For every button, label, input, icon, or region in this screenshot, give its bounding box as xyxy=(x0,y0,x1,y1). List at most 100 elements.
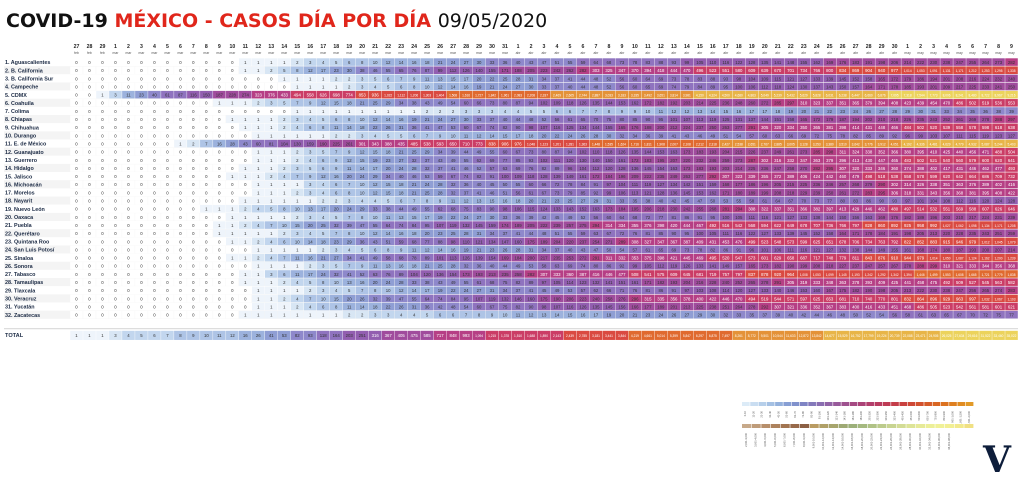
heatmap-cell xyxy=(823,74,836,83)
cell-value: 578 xyxy=(917,174,925,179)
heatmap-cell xyxy=(888,90,901,99)
cell-value: 18 xyxy=(516,199,521,204)
cell-value: 311 xyxy=(839,150,846,155)
heatmap-cell xyxy=(550,123,564,132)
cell-value: 497 xyxy=(904,207,912,212)
cell-value: 29 xyxy=(347,239,352,244)
cell-value: 869 xyxy=(852,68,860,73)
cell-value: 3 xyxy=(361,84,364,89)
cell-value: 0 xyxy=(205,166,208,171)
cell-value: 1,553 xyxy=(943,273,951,277)
cell-value: 59 xyxy=(581,231,586,236)
heatmap-cell xyxy=(615,115,629,123)
cell-value: 24 xyxy=(853,109,858,114)
heatmap-cell xyxy=(953,131,966,140)
heatmap-cell xyxy=(420,74,434,83)
heatmap-cell xyxy=(966,66,979,74)
state-label: 10. Durango xyxy=(5,134,37,140)
heatmap-cell xyxy=(485,66,499,74)
heatmap-cell xyxy=(823,99,836,107)
cell-value: 23 xyxy=(840,109,845,114)
cell-value: 140 xyxy=(774,288,782,293)
cell-value: 0 xyxy=(179,60,182,65)
date-month-label: mar xyxy=(359,51,366,55)
cell-value: 67 xyxy=(788,199,793,204)
heatmap-cell xyxy=(745,188,759,197)
cell-value: 48 xyxy=(529,117,534,122)
cell-value: 1,342 xyxy=(891,273,899,277)
heatmap-cell xyxy=(420,66,434,74)
cell-value: 0 xyxy=(192,199,195,204)
cell-value: 36 xyxy=(477,264,482,269)
heatmap-cell xyxy=(329,188,343,197)
cell-value: 388 xyxy=(917,166,925,171)
heatmap-cell xyxy=(719,180,733,189)
cell-value: 320 xyxy=(852,166,860,171)
cell-value: 1,535 xyxy=(605,142,613,146)
cell-value: 28 xyxy=(594,133,599,138)
cell-value: 297 xyxy=(787,101,795,106)
cell-value: 64 xyxy=(775,199,780,204)
date-day-label: 24 xyxy=(814,44,820,50)
cell-value: 445 xyxy=(683,256,691,261)
cell-value: 18 xyxy=(412,264,417,269)
heatmap-cell xyxy=(875,139,888,148)
heatmap-cell xyxy=(563,66,577,74)
total-value: 993 xyxy=(462,333,470,338)
heatmap-cell xyxy=(342,147,356,156)
cell-value: 57 xyxy=(581,288,586,293)
heatmap-cell xyxy=(1005,99,1018,107)
cell-value: 626 xyxy=(995,207,1003,212)
cell-value: 734 xyxy=(800,68,808,73)
cell-value: 6 xyxy=(400,84,403,89)
heatmap-cell xyxy=(135,196,148,205)
cell-value: 24 xyxy=(399,166,404,171)
heatmap-cell xyxy=(719,131,733,140)
heatmap-cell xyxy=(524,139,538,148)
cell-value: 486 xyxy=(917,304,925,309)
cell-value: 366 xyxy=(891,150,899,155)
date-day-label: 18 xyxy=(333,44,339,50)
heatmap-cell xyxy=(537,58,551,66)
heatmap-cell xyxy=(875,196,888,205)
cell-value: 13 xyxy=(542,313,547,318)
heatmap-cell xyxy=(122,172,135,180)
cell-value: 620 xyxy=(995,158,1003,163)
cell-value: 165 xyxy=(800,117,808,122)
heatmap-cell xyxy=(589,180,603,189)
heatmap-cell xyxy=(420,196,434,205)
cell-value: 36 xyxy=(464,182,469,187)
cell-value: 68 xyxy=(412,239,417,244)
heatmap-cell xyxy=(537,123,551,132)
heatmap-cell xyxy=(771,172,785,180)
heatmap-cell xyxy=(537,131,551,140)
heatmap-cell xyxy=(693,131,707,140)
cell-value: 5,629 xyxy=(800,94,808,98)
cell-value: 1,124 xyxy=(969,257,977,261)
cell-value: 127 xyxy=(826,247,834,252)
cell-value: 37 xyxy=(438,166,443,171)
heatmap-cell xyxy=(836,180,849,189)
heatmap-cell xyxy=(524,147,538,156)
heatmap-cell xyxy=(70,115,83,123)
heatmap-cell xyxy=(732,66,746,74)
heatmap-cell xyxy=(745,123,759,132)
cell-value: 39 xyxy=(386,296,391,301)
heatmap-cell xyxy=(810,107,824,115)
heatmap-cell xyxy=(745,99,759,107)
state-label: 31. Yucatán xyxy=(5,305,35,311)
cell-value: 169 xyxy=(501,256,509,261)
heatmap-cell xyxy=(875,82,888,91)
date-day-label: 12 xyxy=(658,44,664,50)
heatmap-cell xyxy=(602,107,616,115)
cell-value: 120 xyxy=(424,272,432,277)
cell-value: 251 xyxy=(995,231,1003,236)
cell-value: 64 xyxy=(620,215,625,220)
cell-value: 45 xyxy=(542,288,547,293)
cell-value: 139 xyxy=(826,76,834,81)
cell-value: 120 xyxy=(566,158,574,163)
heatmap-cell xyxy=(966,147,979,156)
cell-value: 68 xyxy=(633,215,638,220)
cell-value: 29 xyxy=(905,109,910,114)
heatmap-cell xyxy=(732,147,746,156)
